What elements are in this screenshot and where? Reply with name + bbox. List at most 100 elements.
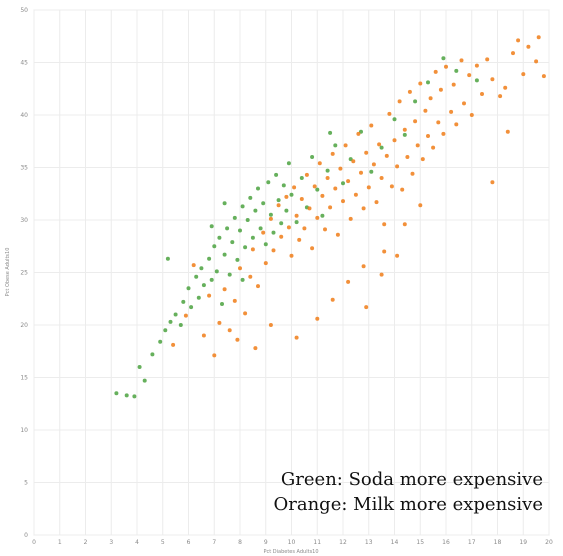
data-point [124, 393, 129, 398]
data-point [199, 266, 204, 271]
x-tick-label: 11 [313, 539, 321, 546]
data-point [289, 192, 294, 197]
data-point [256, 186, 260, 191]
y-tick-label: 50 [20, 7, 28, 14]
data-point [511, 51, 515, 56]
data-point [312, 184, 317, 189]
data-point [232, 298, 237, 303]
data-point [402, 222, 407, 227]
data-point [364, 150, 369, 155]
data-point [253, 346, 258, 351]
data-point [163, 328, 168, 333]
data-point [307, 206, 312, 211]
data-point [333, 186, 338, 191]
data-point [212, 353, 217, 358]
data-point [201, 283, 206, 288]
data-point [137, 365, 142, 369]
y-tick-label: 0 [24, 532, 28, 539]
data-point [279, 234, 284, 239]
data-point [485, 57, 490, 62]
data-point [222, 252, 227, 257]
data-point [235, 257, 240, 262]
data-point [243, 245, 248, 250]
data-point [462, 101, 466, 106]
data-point [222, 287, 227, 292]
data-point [351, 159, 356, 164]
data-point [240, 204, 245, 209]
data-point [302, 226, 307, 231]
data-point [395, 253, 400, 258]
data-point [238, 266, 242, 271]
data-point [374, 200, 379, 205]
data-point [459, 58, 464, 63]
data-point [526, 44, 531, 49]
data-point [325, 168, 330, 173]
data-point [271, 230, 276, 235]
y-tick-label: 25 [20, 270, 28, 277]
data-point [431, 145, 436, 150]
data-point [400, 187, 405, 192]
data-point [423, 108, 428, 113]
data-point [441, 56, 446, 61]
x-tick-label: 17 [468, 539, 476, 546]
data-point [361, 206, 366, 211]
data-point [371, 162, 376, 167]
data-point [534, 59, 539, 64]
data-point [207, 293, 212, 298]
data-point [330, 297, 335, 302]
data-point [261, 201, 266, 206]
grid [33, 9, 550, 536]
data-point [436, 120, 441, 125]
data-point [521, 72, 526, 77]
data-point [258, 226, 263, 231]
data-point [294, 335, 299, 340]
data-point [209, 277, 214, 282]
data-point [227, 272, 232, 277]
data-point [323, 227, 327, 232]
data-point [369, 169, 374, 174]
x-tick-label: 10 [288, 539, 296, 546]
data-point [438, 87, 443, 92]
data-point [503, 85, 508, 90]
x-tick-label: 6 [187, 539, 191, 546]
data-point [320, 193, 325, 198]
data-point [292, 185, 297, 190]
data-point [433, 69, 438, 74]
data-point [505, 129, 510, 134]
data-point [382, 249, 387, 254]
data-point [150, 352, 155, 357]
data-point [328, 205, 333, 210]
data-point [279, 221, 284, 226]
data-point [232, 215, 237, 220]
data-point [418, 203, 423, 208]
data-point [536, 35, 541, 40]
data-point [310, 246, 315, 251]
data-point [276, 203, 281, 208]
data-point [330, 151, 335, 156]
x-tick-label: 7 [212, 539, 216, 546]
data-point [356, 131, 361, 136]
data-point [248, 274, 253, 279]
data-point [238, 228, 242, 233]
x-tick-label: 2 [84, 539, 88, 546]
data-point [366, 185, 371, 190]
data-point [183, 313, 188, 318]
data-point [382, 222, 387, 227]
x-tick-label: 16 [442, 539, 450, 546]
data-point [426, 80, 430, 85]
data-point [284, 194, 289, 199]
data-point [186, 286, 191, 291]
x-tick-label: 20 [545, 539, 553, 546]
data-point [415, 143, 420, 148]
data-point [310, 155, 315, 159]
data-point [217, 320, 222, 325]
data-point [299, 197, 304, 201]
data-point [480, 92, 484, 96]
data-point [369, 123, 374, 128]
x-tick-label: 8 [238, 539, 242, 546]
data-point [220, 302, 224, 306]
data-point [397, 99, 402, 104]
data-point [114, 391, 119, 396]
data-point [171, 342, 176, 347]
